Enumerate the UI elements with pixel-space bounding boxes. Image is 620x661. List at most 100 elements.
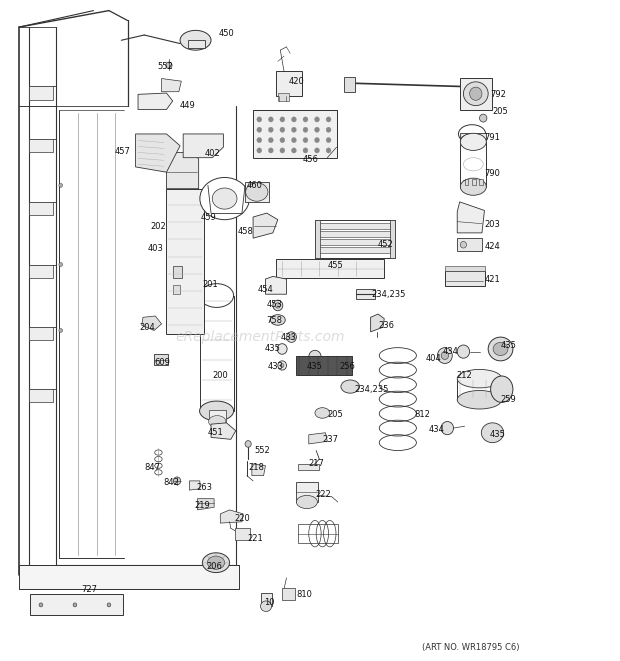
Text: 222: 222 [315,490,330,498]
Circle shape [245,441,251,447]
Circle shape [441,422,453,435]
Text: 202: 202 [151,222,167,231]
Circle shape [314,127,319,132]
Circle shape [303,148,308,153]
Ellipse shape [457,391,502,409]
Bar [167,188,203,334]
Ellipse shape [270,315,285,325]
Ellipse shape [246,182,268,201]
Bar [319,231,391,237]
Circle shape [438,348,452,364]
Text: 812: 812 [414,410,430,420]
Polygon shape [29,87,53,100]
Ellipse shape [493,342,508,356]
Text: 424: 424 [484,241,500,251]
Circle shape [326,137,331,143]
Bar [344,77,355,92]
Bar [200,295,234,411]
Polygon shape [220,510,243,523]
Text: 234,235: 234,235 [372,290,406,299]
Text: 256: 256 [340,362,355,371]
Polygon shape [189,481,200,490]
Circle shape [289,334,294,340]
Bar [464,178,468,185]
Bar [319,247,391,253]
Bar [278,93,289,101]
Polygon shape [183,134,223,158]
Text: 203: 203 [484,221,500,229]
Circle shape [280,148,285,153]
Circle shape [314,117,319,122]
Text: 200: 200 [213,371,228,380]
Circle shape [268,148,273,153]
Text: 212: 212 [456,371,472,380]
Polygon shape [252,464,265,476]
Text: 454: 454 [257,285,273,294]
Circle shape [59,262,63,266]
Bar [234,528,250,540]
Circle shape [326,117,331,122]
Text: 810: 810 [296,590,312,599]
Text: 206: 206 [207,562,223,571]
Circle shape [291,127,296,132]
Bar [459,133,485,141]
Circle shape [280,364,284,368]
Ellipse shape [260,601,272,611]
Circle shape [166,62,172,69]
Bar [172,266,182,278]
Circle shape [303,137,308,143]
Polygon shape [298,464,319,471]
Polygon shape [457,202,484,233]
Bar [457,238,482,251]
Bar [445,271,485,286]
Ellipse shape [469,87,482,100]
Ellipse shape [296,495,317,508]
Ellipse shape [180,30,211,50]
Text: 458: 458 [237,227,253,236]
Ellipse shape [460,178,486,195]
Text: 456: 456 [303,155,319,163]
Bar [479,178,483,185]
Text: 792: 792 [490,90,507,99]
Text: 459: 459 [200,213,216,221]
Text: 218: 218 [248,463,264,472]
Bar [260,593,272,606]
Text: 758: 758 [266,316,282,325]
Circle shape [291,148,296,153]
Ellipse shape [208,416,226,428]
Bar [472,178,476,185]
Text: 434: 434 [443,347,458,356]
Ellipse shape [481,423,503,443]
Text: 220: 220 [234,514,250,523]
Text: 204: 204 [140,323,156,332]
Text: 421: 421 [484,274,500,284]
Circle shape [257,127,262,132]
Text: 434: 434 [429,425,445,434]
Polygon shape [309,433,327,444]
Circle shape [107,603,111,607]
Circle shape [441,352,448,360]
Text: 10: 10 [265,598,275,607]
Bar [187,40,205,48]
Text: 435: 435 [500,340,516,350]
Text: 449: 449 [180,101,195,110]
Text: 219: 219 [194,501,210,510]
Text: 435: 435 [307,362,323,371]
Text: 453: 453 [266,299,282,309]
Bar [319,223,391,229]
Bar [172,285,180,294]
Text: 201: 201 [203,280,218,289]
Text: 609: 609 [154,358,170,367]
Circle shape [39,603,43,607]
Text: eReplacementParts.com: eReplacementParts.com [175,330,345,344]
Circle shape [273,300,283,311]
Circle shape [280,117,285,122]
Text: 791: 791 [484,134,500,142]
Ellipse shape [200,177,249,219]
Text: 455: 455 [327,261,343,270]
Text: 727: 727 [81,584,97,594]
Circle shape [257,137,262,143]
Circle shape [309,350,321,364]
Bar [315,219,320,258]
Polygon shape [138,93,172,110]
